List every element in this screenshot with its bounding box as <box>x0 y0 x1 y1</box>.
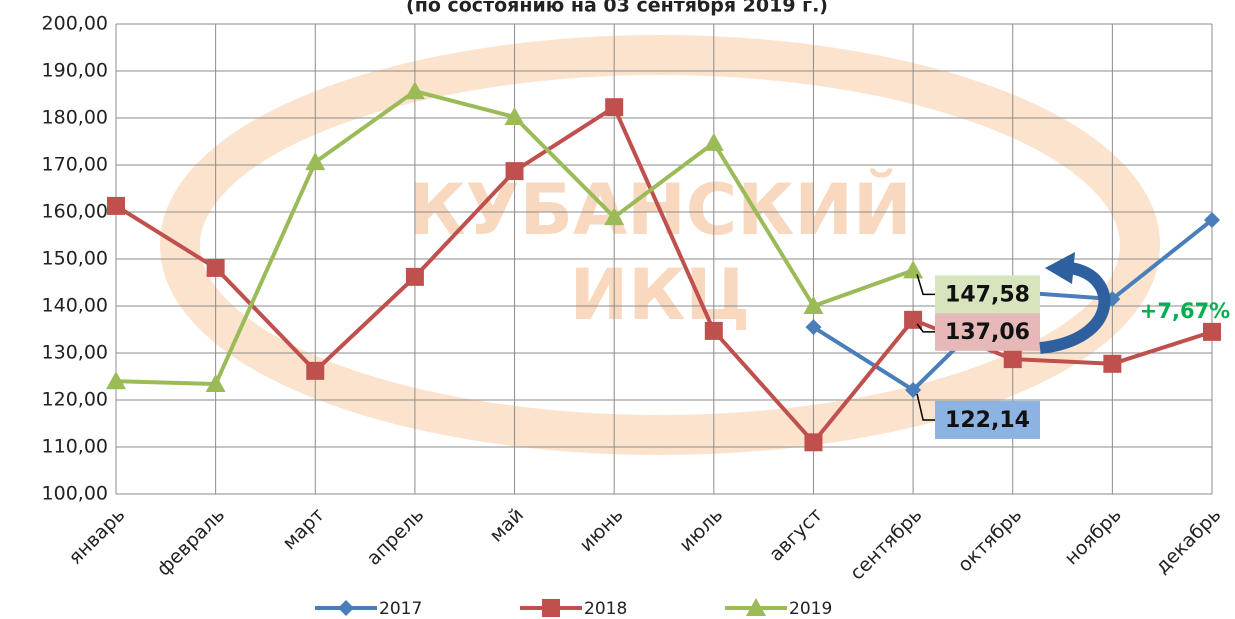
marker <box>704 321 723 340</box>
x-tick-label: ноябрь <box>1060 504 1125 569</box>
arrow-head <box>1045 252 1075 284</box>
marker <box>804 433 823 452</box>
legend-marker <box>338 600 354 616</box>
annotation: +7,67% <box>1140 299 1230 323</box>
x-tick-label: октябрь <box>954 504 1027 577</box>
y-tick-label: 160,00 <box>42 201 108 223</box>
y-tick-label: 170,00 <box>42 154 108 176</box>
x-tick-label: март <box>278 504 328 554</box>
legend-marker <box>746 598 766 616</box>
x-tick-label: январь <box>64 504 129 569</box>
marker <box>106 371 126 390</box>
marker <box>504 107 525 126</box>
y-tick-label: 110,00 <box>42 436 108 458</box>
x-tick-label: август <box>765 504 827 566</box>
y-tick-label: 100,00 <box>42 483 108 505</box>
marker <box>805 319 822 336</box>
arrow <box>1039 262 1111 354</box>
marker <box>306 361 325 380</box>
y-tick-label: 180,00 <box>42 107 108 129</box>
leader-line <box>916 323 935 333</box>
marker <box>205 374 226 393</box>
marker <box>703 132 724 151</box>
marker <box>505 162 524 181</box>
marker <box>1003 350 1022 369</box>
data-label: 122,14 <box>945 408 1030 433</box>
marker <box>305 152 326 171</box>
y-tick-label: 190,00 <box>42 60 108 82</box>
chart-title: (по состоянию на 03 сентября 2019 г.) <box>406 0 828 17</box>
data-label-box <box>935 312 1040 351</box>
grid <box>115 23 1213 495</box>
data-label-box <box>935 400 1040 439</box>
legend-label: 2017 <box>379 599 422 619</box>
x-tick-label: май <box>485 504 528 547</box>
marker <box>405 267 424 286</box>
leader-line <box>916 393 935 421</box>
x-tick-label: апрель <box>362 504 428 570</box>
leader-line <box>916 274 935 296</box>
legend-marker <box>542 599 560 617</box>
y-tick-label: 140,00 <box>42 295 108 317</box>
data-label: 147,58 <box>945 282 1030 307</box>
x-tick-label: декабрь <box>1151 504 1225 578</box>
y-tick-label: 150,00 <box>42 248 108 270</box>
marker <box>206 258 225 277</box>
marker <box>604 207 625 226</box>
marker <box>1204 211 1220 228</box>
legend-label: 2019 <box>789 599 832 619</box>
marker <box>404 81 425 100</box>
y-tick-label: 120,00 <box>42 389 108 411</box>
x-tick-label: сентябрь <box>846 504 927 585</box>
marker <box>1103 354 1122 373</box>
marker <box>903 260 924 279</box>
x-tick-label: июль <box>675 504 727 556</box>
x-tick-label: февраль <box>153 504 230 581</box>
y-tick-label: 200,00 <box>42 13 108 35</box>
marker <box>1203 322 1221 341</box>
data-label-box <box>935 275 1040 314</box>
data-label: 137,06 <box>945 320 1030 345</box>
y-tick-label: 130,00 <box>42 342 108 364</box>
watermark-text: ИКЦ <box>570 254 751 336</box>
marker <box>107 196 125 215</box>
marker <box>605 98 624 117</box>
series-line <box>114 105 1213 445</box>
legend-label: 2018 <box>584 599 627 619</box>
marker <box>803 296 824 314</box>
x-tick-label: июнь <box>575 504 627 556</box>
